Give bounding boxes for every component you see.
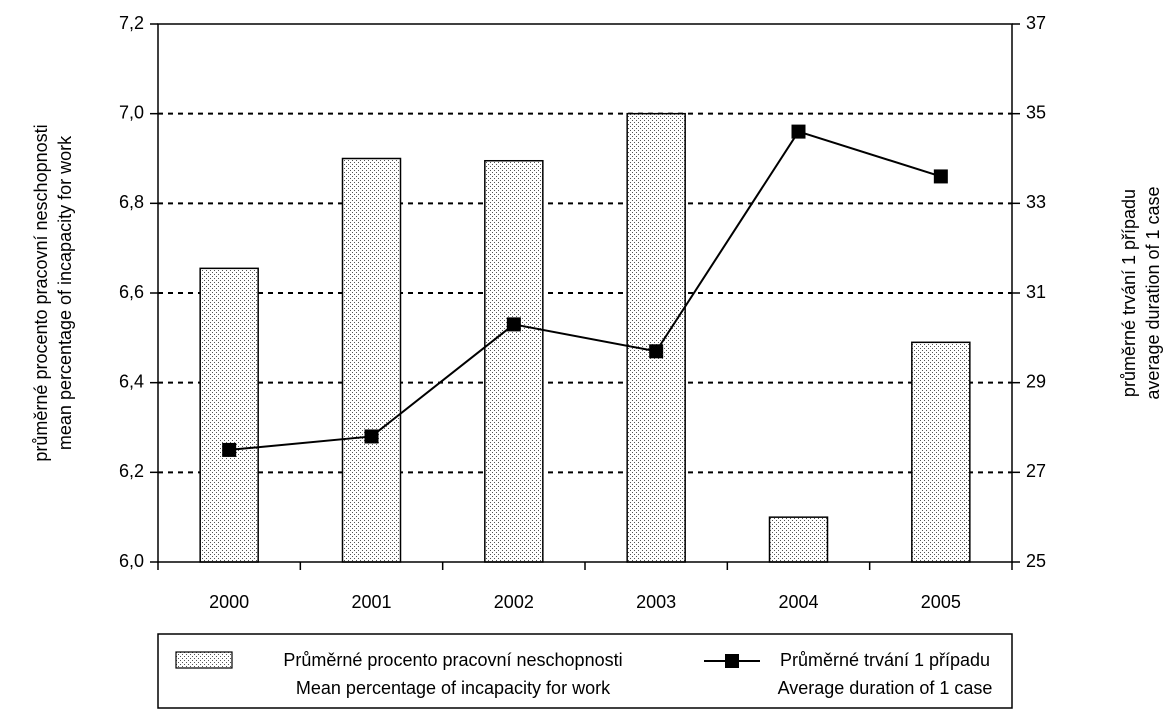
plot-border xyxy=(157,23,1013,563)
legend-box xyxy=(157,633,1013,709)
bar xyxy=(341,157,402,563)
y-tick-label: 6,8 xyxy=(119,192,144,212)
line xyxy=(229,130,942,451)
y-tick-label: 6,6 xyxy=(119,282,144,302)
y2-tick-label: 27 xyxy=(1026,461,1046,481)
marker xyxy=(506,317,521,332)
marker xyxy=(364,429,379,444)
x-tick-label: 2003 xyxy=(636,592,676,612)
x-tick-label: 2002 xyxy=(494,592,534,612)
y2-tick-label: 35 xyxy=(1026,102,1046,122)
y-axis-label: mean percentage of incapacity for work xyxy=(55,135,75,450)
y-tick-label: 7,0 xyxy=(119,102,144,122)
legend-label: Mean percentage of incapacity for work xyxy=(296,678,611,698)
legend-label: Průměrné procento pracovní neschopnosti xyxy=(283,650,622,670)
marker xyxy=(791,124,806,139)
bar xyxy=(911,341,971,563)
y2-axis-label: average duration of 1 case xyxy=(1143,186,1163,399)
legend-label: Average duration of 1 case xyxy=(778,678,993,698)
x-tick-label: 2004 xyxy=(778,592,818,612)
y-tick-label: 7,2 xyxy=(119,13,144,33)
legend-label: Průměrné trvání 1 případu xyxy=(780,650,990,670)
y-tick-label: 6,0 xyxy=(119,551,144,571)
y2-tick-label: 37 xyxy=(1026,13,1046,33)
y2-tick-label: 29 xyxy=(1026,371,1046,391)
y-axis-label: průměrné procento pracovní neschopnosti xyxy=(31,124,51,461)
marker xyxy=(649,344,664,359)
legend-swatch xyxy=(725,654,739,668)
legend-swatch xyxy=(175,651,233,669)
y2-tick-label: 31 xyxy=(1026,282,1046,302)
marker xyxy=(933,169,948,184)
y2-tick-label: 33 xyxy=(1026,192,1046,212)
y-tick-label: 6,4 xyxy=(119,371,144,391)
x-tick-label: 2000 xyxy=(209,592,249,612)
y2-tick-label: 25 xyxy=(1026,551,1046,571)
bar xyxy=(484,159,544,563)
x-tick-label: 2005 xyxy=(921,592,961,612)
bar xyxy=(626,112,686,563)
y-tick-label: 6,2 xyxy=(119,461,144,481)
bar xyxy=(199,267,259,563)
y2-axis-label: průměrné trvání 1 případu xyxy=(1119,189,1139,397)
bar xyxy=(768,516,829,563)
marker xyxy=(222,442,237,457)
x-tick-label: 2001 xyxy=(351,592,391,612)
